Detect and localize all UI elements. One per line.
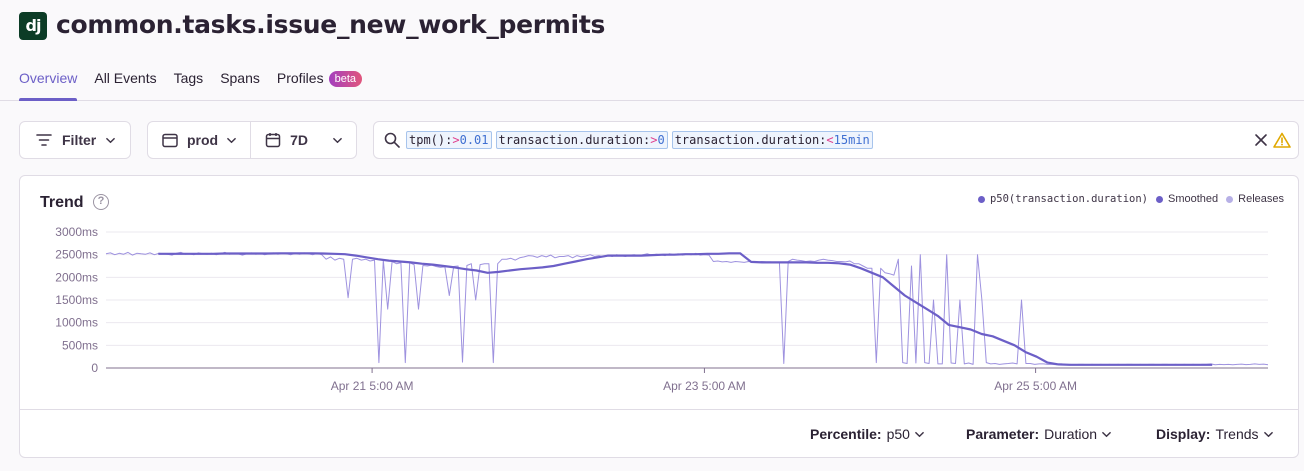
legend-label: p50(transaction.duration): [989, 193, 1148, 205]
filter-button[interactable]: Filter: [19, 121, 131, 159]
token-operator: >: [650, 133, 658, 147]
parameter-label: Parameter:: [966, 426, 1040, 442]
chevron-down-icon: [1263, 431, 1273, 437]
token-value: 0: [657, 133, 665, 147]
tab-label: Profiles: [276, 70, 324, 86]
tab-label: All Events: [94, 70, 157, 86]
chevron-down-icon: [915, 431, 924, 437]
percentile-value: p50: [886, 426, 910, 442]
filter-label: Filter: [62, 132, 97, 148]
y-tick-label: 1500ms: [55, 293, 98, 307]
tab-label: Overview: [19, 70, 78, 86]
display-label: Display:: [1156, 426, 1211, 442]
chevron-down-icon: [333, 137, 342, 143]
search-token[interactable]: transaction.duration:<15min: [671, 131, 873, 149]
token-key: transaction.duration:: [674, 133, 827, 147]
chart-footer: Percentile: p50 Parameter: Duration Disp…: [20, 409, 1298, 458]
calendar-icon: [265, 133, 281, 148]
tab-profiles[interactable]: Profiles beta: [277, 68, 362, 101]
tab-bar: Overview All Events Tags Spans Profiles b…: [19, 68, 362, 101]
y-tick-label: 500ms: [62, 338, 98, 352]
legend-label: Smoothed: [1167, 193, 1219, 205]
token-value: 15min: [833, 133, 870, 147]
y-tick-label: 3000ms: [55, 225, 98, 239]
y-tick-label: 1000ms: [55, 316, 98, 330]
legend-dot: [1226, 195, 1234, 203]
question-circle-icon[interactable]: ?: [93, 194, 109, 210]
parameter-value: Duration: [1044, 426, 1098, 442]
tab-all-events[interactable]: All Events: [94, 68, 156, 101]
search-icon: [384, 132, 400, 148]
token-operator: >: [452, 133, 460, 147]
clear-search-icon[interactable]: [1254, 133, 1268, 147]
display-value: Trends: [1215, 426, 1259, 442]
y-tick-label: 0: [91, 361, 98, 375]
date-range-value: 7D: [290, 132, 309, 148]
token-operator: <: [826, 133, 834, 147]
environment-value: prod: [187, 132, 219, 148]
legend-label: Releases: [1238, 193, 1284, 205]
search-bar[interactable]: tpm():>0.01 transaction.duration:>0 tran…: [373, 121, 1299, 159]
percentile-label: Percentile:: [810, 426, 882, 442]
panel-title: Trend: [40, 194, 84, 211]
chart-legend: p50(transaction.duration) Smoothed Relea…: [977, 193, 1284, 205]
token-key: tpm():: [409, 133, 453, 147]
series-line-p50[interactable]: [105, 251, 1269, 366]
series-line-smoothed[interactable]: [158, 252, 1213, 366]
tab-label: Tags: [173, 70, 204, 86]
page-title: common.tasks.issue_new_work_permits: [56, 10, 606, 39]
parameter-selector[interactable]: Parameter: Duration: [966, 426, 1111, 442]
chevron-down-icon: [1102, 431, 1111, 437]
y-tick-label: 2500ms: [55, 248, 98, 262]
filter-lines-icon: [36, 134, 52, 146]
legend-item-smoothed[interactable]: Smoothed: [1155, 193, 1219, 205]
environment-date-selector: prod 7D: [147, 121, 357, 159]
token-value: 0.01: [459, 133, 489, 147]
search-token[interactable]: transaction.duration:>0: [495, 131, 668, 149]
warning-icon[interactable]: [1273, 132, 1291, 148]
tab-spans[interactable]: Spans: [220, 68, 260, 101]
tab-tags[interactable]: Tags: [174, 68, 204, 101]
token-key: transaction.duration:: [498, 133, 651, 147]
search-token[interactable]: tpm():>0.01: [406, 131, 492, 149]
x-tick-label: Apr 25 5:00 AM: [994, 379, 1077, 393]
beta-badge: beta: [328, 71, 362, 87]
tab-overview[interactable]: Overview: [19, 68, 78, 101]
environment-selector[interactable]: prod: [148, 122, 252, 158]
search-tokens: tpm():>0.01 transaction.duration:>0 tran…: [406, 131, 873, 149]
x-tick-label: Apr 23 5:00 AM: [663, 379, 746, 393]
x-tick-label: Apr 21 5:00 AM: [331, 379, 414, 393]
y-tick-label: 2000ms: [55, 270, 98, 284]
window-icon: [162, 133, 178, 147]
chevron-down-icon: [227, 137, 236, 143]
legend-dot: [977, 195, 985, 203]
django-logo-icon: dj: [19, 12, 47, 40]
date-range-selector[interactable]: 7D: [251, 122, 356, 158]
chevron-down-icon: [106, 137, 116, 143]
tab-label: Spans: [220, 70, 260, 86]
page-header: dj common.tasks.issue_new_work_permits O…: [0, 0, 1304, 101]
trend-panel: Trend ? p50(transaction.duration) Smooth…: [19, 175, 1299, 458]
display-selector[interactable]: Display: Trends: [1156, 426, 1273, 442]
percentile-selector[interactable]: Percentile: p50: [810, 426, 924, 442]
legend-item-p50[interactable]: p50(transaction.duration): [977, 193, 1148, 205]
legend-dot: [1155, 195, 1163, 203]
trend-chart[interactable]: 3000ms 2500ms 2000ms 1500ms 1000ms 500ms 0 Apr…: [20, 176, 1298, 408]
legend-item-releases[interactable]: Releases: [1226, 193, 1284, 205]
